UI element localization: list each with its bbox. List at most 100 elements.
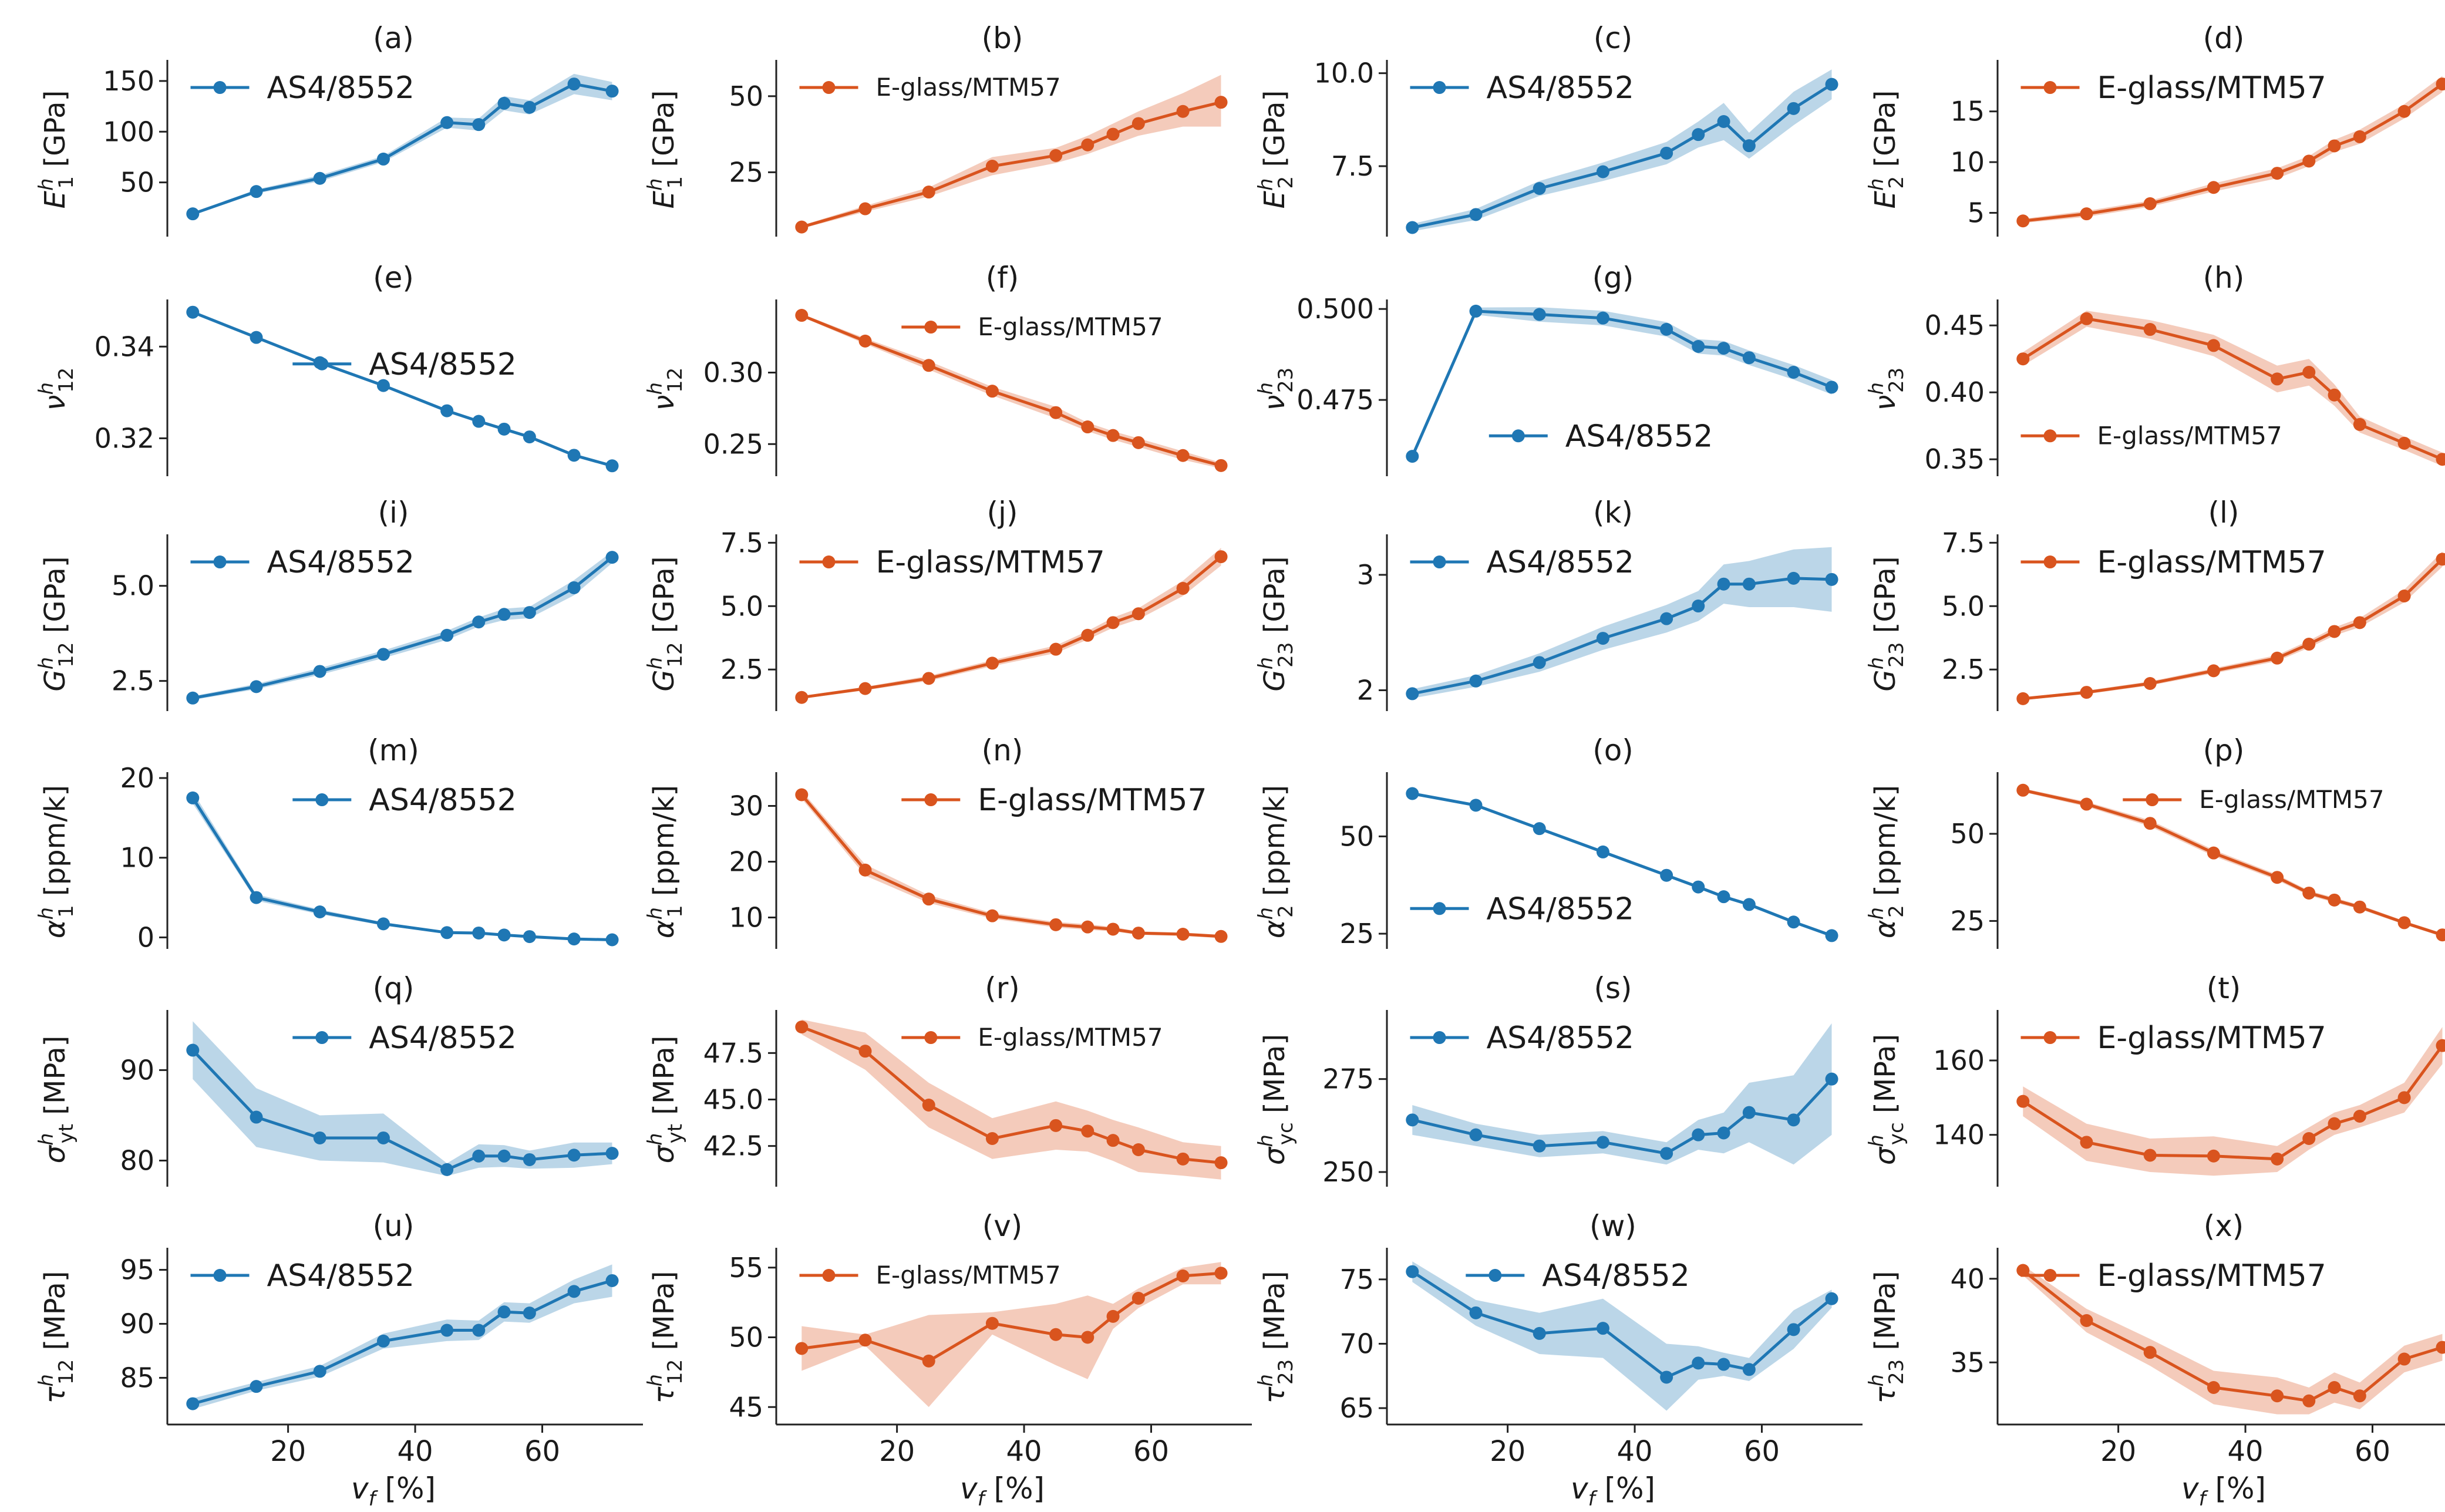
data-point	[2302, 638, 2316, 651]
data-point	[472, 926, 486, 939]
legend: E-glass/MTM57	[2020, 1021, 2326, 1056]
data-point	[186, 207, 200, 221]
y-tick-label: 80	[120, 1144, 154, 1176]
data-point	[523, 1306, 536, 1320]
legend-marker	[2043, 1031, 2057, 1045]
data-point	[1176, 1152, 1190, 1166]
legend: E-glass/MTM57	[2020, 421, 2282, 450]
y-tick-label: 0.25	[703, 428, 763, 460]
data-point	[605, 551, 619, 564]
data-point	[2016, 692, 2030, 705]
data-point	[1596, 632, 1609, 645]
data-point	[2207, 1149, 2220, 1163]
legend: E-glass/MTM57	[2020, 545, 2326, 580]
data-point	[1081, 1331, 1094, 1344]
x-tick-label: 20	[270, 1435, 306, 1468]
panel-label: (d)	[2203, 21, 2245, 55]
data-point	[1787, 1323, 1800, 1336]
data-point	[1469, 1306, 1483, 1319]
data-point	[2143, 1346, 2157, 1359]
data-point	[2080, 1136, 2093, 1149]
y-tick-label: 90	[120, 1054, 154, 1086]
legend-marker	[2043, 1269, 2057, 1282]
data-point	[1787, 571, 1800, 585]
data-point	[250, 185, 263, 198]
y-tick-label: 3	[1357, 559, 1374, 591]
legend-marker	[2146, 793, 2159, 807]
y-axis-label: νh12	[644, 368, 687, 411]
x-tick-label: 60	[524, 1435, 560, 1468]
data-point	[186, 691, 200, 705]
data-point	[1742, 1106, 1756, 1119]
series-line	[2022, 789, 2443, 937]
y-tick-label: 70	[1339, 1328, 1374, 1359]
data-point	[1596, 311, 1609, 325]
data-point	[605, 933, 619, 947]
y-tick-label: 20	[120, 762, 154, 794]
legend: AS4/8552	[1410, 1021, 1634, 1056]
data-point	[1049, 1119, 1063, 1132]
data-point	[440, 116, 454, 129]
data-point	[2080, 1314, 2093, 1327]
data-point	[2207, 1381, 2220, 1394]
panel-r: (r) 42.5 45.0 47.5 σhyt [MPa] E-glass/MTM57	[644, 971, 1228, 1187]
legend-marker	[315, 357, 329, 371]
data-point	[497, 608, 511, 621]
panel-label: (a)	[373, 21, 414, 55]
data-point	[1469, 674, 1483, 688]
series-line	[1412, 577, 1832, 695]
legend-label: E-glass/MTM57	[876, 1261, 1061, 1289]
legend: AS4/8552	[190, 545, 415, 580]
series-line	[2023, 83, 2443, 223]
y-tick-label: 20	[729, 846, 763, 878]
legend-marker	[822, 81, 836, 95]
data-point	[2143, 1149, 2157, 1162]
legend-label: E-glass/MTM57	[2097, 421, 2282, 450]
panel-label: (j)	[987, 496, 1018, 530]
data-point	[1825, 1072, 1838, 1086]
data-point	[523, 606, 536, 619]
legend-label: AS4/8552	[1487, 891, 1635, 927]
series-line	[2023, 558, 2444, 701]
panel-o: (o) 25 50 αh2 [ppm/k] AS4/8552	[1254, 733, 1838, 949]
data-point	[440, 628, 454, 642]
data-point	[795, 691, 809, 704]
legend: AS4/8552	[190, 70, 415, 106]
legend: AS4/8552	[1410, 545, 1634, 580]
data-point	[1596, 165, 1609, 179]
panel-label: (q)	[373, 971, 415, 1005]
data-point	[2328, 1381, 2341, 1394]
y-tick-label: 250	[1322, 1156, 1374, 1188]
data-point	[2302, 1132, 2316, 1145]
data-point	[2302, 154, 2316, 168]
data-point	[1214, 1156, 1228, 1170]
data-point	[985, 385, 999, 398]
data-point	[1825, 380, 1838, 394]
data-point	[376, 379, 390, 392]
y-axis-label: σhyt [MPa]	[35, 1036, 78, 1164]
legend-label: AS4/8552	[1542, 1258, 1690, 1294]
data-point	[567, 449, 581, 462]
y-tick-label: 55	[729, 1252, 763, 1284]
data-point	[1660, 146, 1673, 160]
series-line	[192, 311, 613, 467]
y-tick-label: 5.0	[1942, 590, 1985, 622]
panel-label: (p)	[2203, 733, 2245, 767]
legend-marker	[213, 555, 227, 569]
y-tick-label: 0.34	[95, 331, 154, 362]
legend-marker	[315, 793, 329, 807]
data-point	[440, 1324, 454, 1337]
data-point	[523, 100, 536, 114]
data-point	[1660, 868, 1673, 882]
data-point	[1176, 582, 1190, 595]
data-point	[1214, 459, 1228, 472]
legend-label: AS4/8552	[369, 1021, 517, 1056]
data-point	[1717, 1126, 1730, 1140]
legend-marker	[2043, 429, 2057, 443]
data-point	[440, 1163, 454, 1176]
data-point	[2328, 893, 2341, 907]
data-point	[922, 893, 935, 906]
data-point	[1533, 1326, 1546, 1340]
panel-f: (f) 0.25 0.30 νh12 E-glass/MTM57	[644, 261, 1228, 476]
legend-marker	[2043, 81, 2057, 95]
